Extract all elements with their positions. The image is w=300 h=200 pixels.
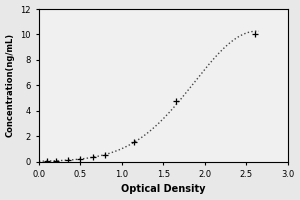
X-axis label: Optical Density: Optical Density xyxy=(121,184,206,194)
Y-axis label: Concentration(ng/mL): Concentration(ng/mL) xyxy=(6,33,15,137)
